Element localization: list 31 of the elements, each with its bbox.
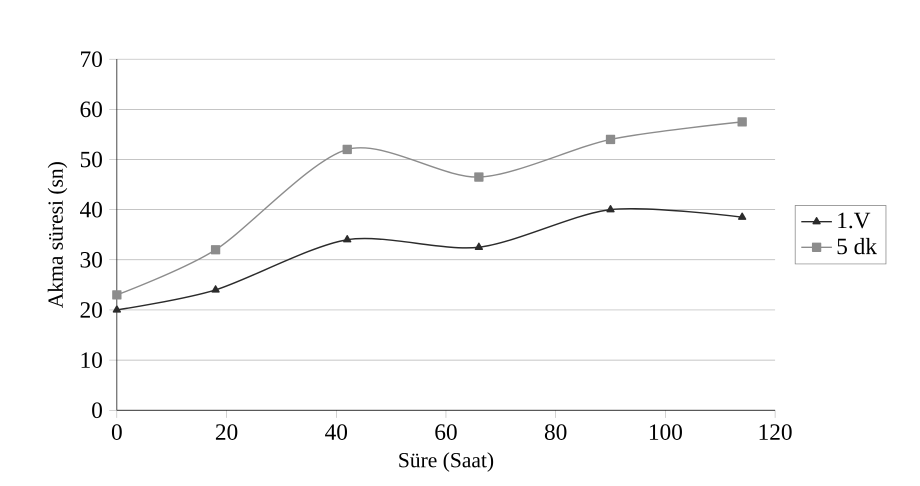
point [210,244,220,254]
x-tick-label: 60 [435,424,457,440]
x-tick-label: 80 [544,424,566,440]
x-tick-label: 120 [760,424,792,440]
point [738,212,746,220]
x-tick-label: 100 [650,424,682,440]
y-axis-title: Akma süresi (sn) [48,162,68,308]
y-tick-label: 20 [80,302,102,318]
point [606,134,616,144]
point [211,285,220,292]
legend-label: 5 dk [838,238,877,254]
x-axis-title: Süre (Saat) [399,452,494,472]
point [474,242,484,250]
y-tick-label: 50 [80,152,102,168]
point [112,290,122,300]
point [343,234,352,242]
x-tick-label: 0 [112,424,122,440]
point [738,117,747,126]
point [112,305,121,313]
x-tick-label: 40 [325,424,348,440]
y-tick-label: 60 [80,101,102,118]
y-tick-label: 0 [92,402,102,418]
point [474,172,484,182]
legend-label: 1.V [838,212,870,228]
y-tick-label: 40 [80,202,102,218]
y-tick-label: 30 [80,252,102,268]
point [342,144,352,154]
y-tick-label: 70 [81,51,102,67]
y-tick-label: 10 [82,352,102,368]
x-tick-label: 20 [216,424,238,440]
point [606,204,615,212]
